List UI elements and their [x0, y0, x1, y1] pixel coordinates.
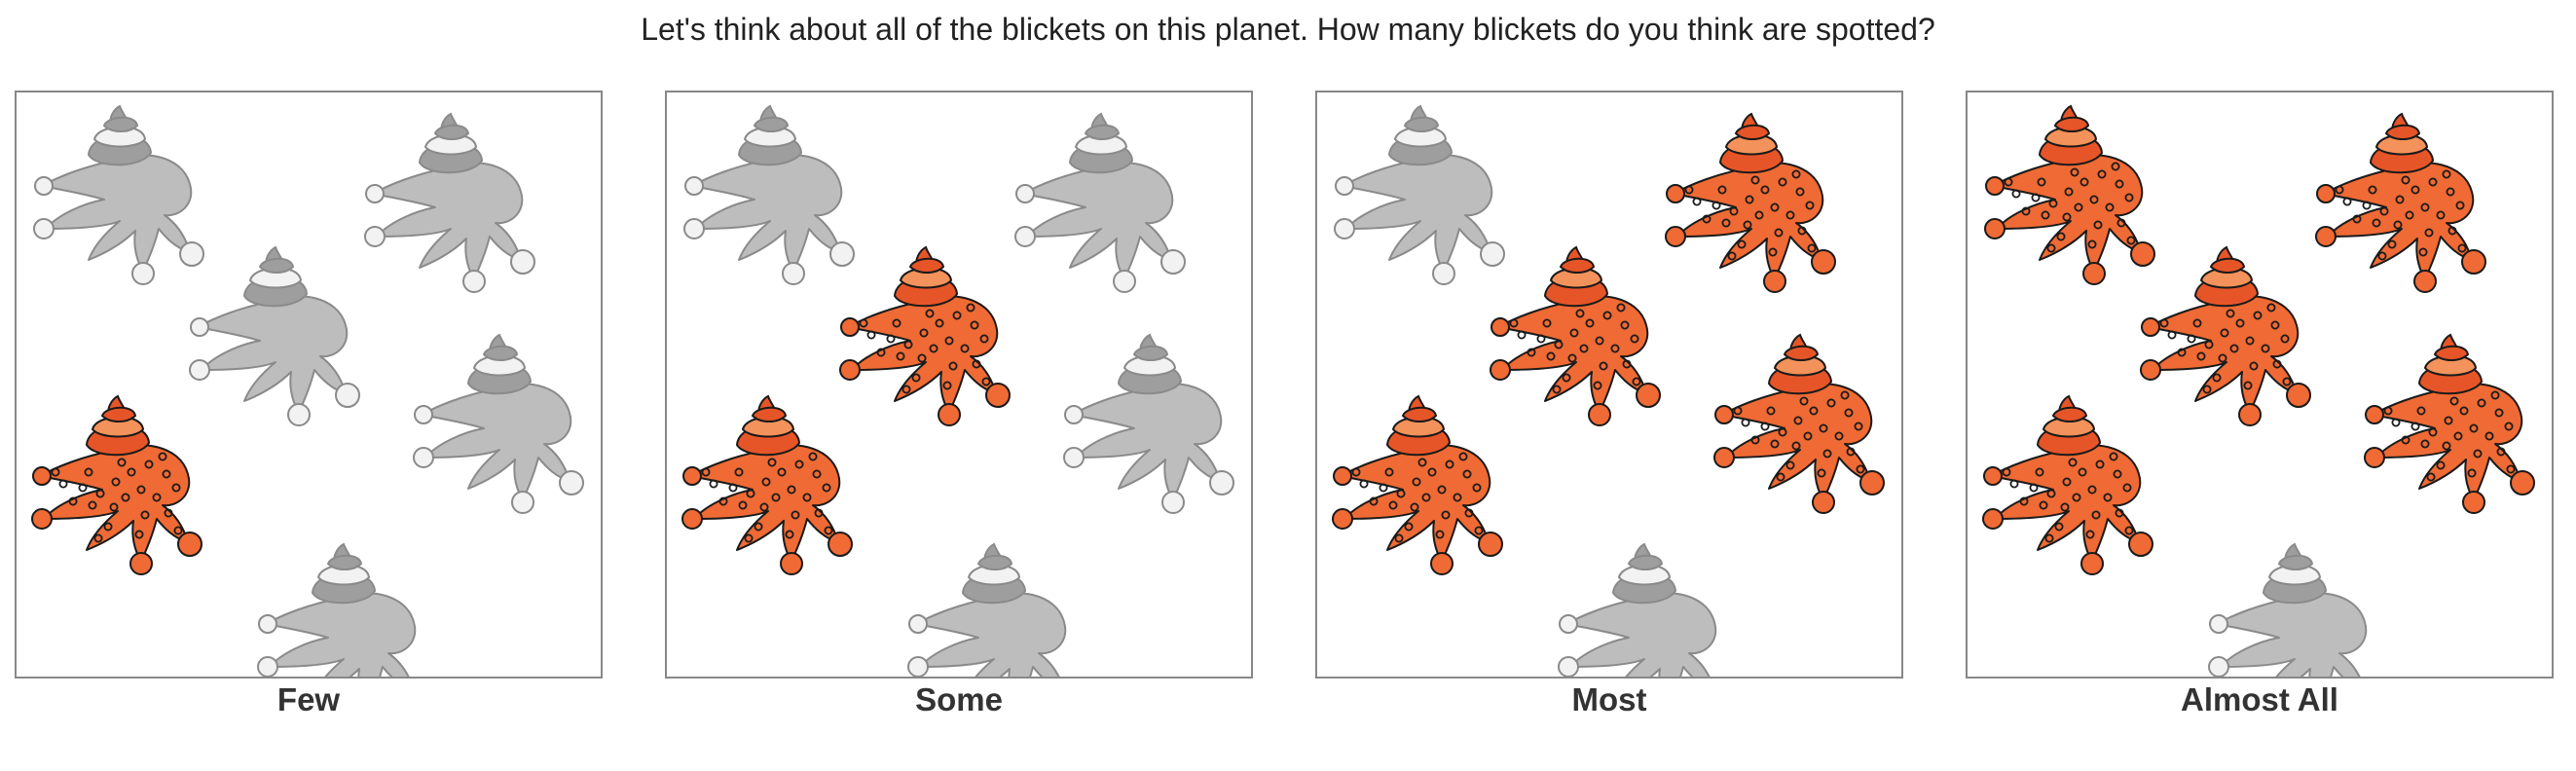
option-panel-almost-all[interactable] [1966, 91, 2554, 679]
spotted-blicket-icon [2140, 245, 2311, 426]
option-label-few[interactable]: Few [276, 681, 341, 717]
plain-blicket-icon [257, 542, 417, 677]
option-panel-most[interactable] [1315, 91, 1903, 679]
spotted-blicket-icon [2364, 333, 2535, 514]
plain-blicket-icon [364, 112, 535, 293]
spotted-blicket-icon [1982, 394, 2153, 575]
plain-blicket-icon [1334, 104, 1505, 285]
plain-blicket-icon [413, 333, 584, 514]
plain-blicket-icon [1558, 542, 1717, 677]
blicket-planet-scene [1982, 104, 2535, 677]
option-panel-few[interactable] [15, 91, 603, 679]
option-label-most[interactable]: Most [1571, 681, 1647, 717]
question-text: Let's think about all of the blickets on… [641, 12, 1935, 47]
plain-blicket-icon [33, 104, 204, 285]
spotted-blicket-icon [1984, 104, 2155, 285]
spotted-blicket-icon [2315, 112, 2486, 293]
spotted-blicket-icon [839, 245, 1011, 426]
plain-blicket-icon [189, 245, 360, 426]
spotted-blicket-icon [681, 394, 853, 575]
spotted-blicket-icon [31, 394, 202, 575]
option-label-almost-all[interactable]: Almost All [2181, 681, 2338, 717]
blicket-planet-scene [681, 104, 1234, 677]
plain-blicket-icon [1063, 333, 1234, 514]
plain-blicket-icon [2208, 542, 2368, 677]
spotted-blicket-icon [1490, 245, 1661, 426]
spotted-blicket-icon [1665, 112, 1836, 293]
plain-blicket-icon [1014, 112, 1186, 293]
plain-blicket-icon [907, 542, 1067, 677]
blicket-planet-scene [1332, 104, 1885, 677]
blicket-planet-scene [31, 104, 584, 677]
plain-blicket-icon [683, 104, 855, 285]
option-panel-some[interactable] [665, 91, 1253, 679]
spotted-blicket-icon [1713, 333, 1885, 514]
option-label-some[interactable]: Some [915, 681, 1003, 717]
spotted-blicket-icon [1332, 394, 1503, 575]
